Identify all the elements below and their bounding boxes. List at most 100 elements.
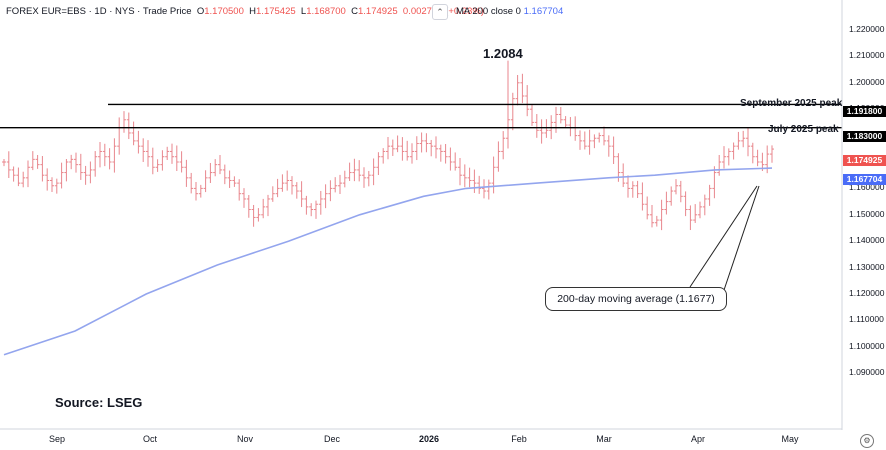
ohlc-bar [83,165,88,185]
ohlc-bar [645,196,650,220]
close-value: 1.174925 [358,6,398,17]
ohlc-bar [381,148,386,164]
ohlc-bar [602,126,606,146]
ohlc-bar [530,104,534,126]
ohlc-bar [232,176,237,187]
ma200-line [3,167,773,356]
ohlc-bar [674,179,678,195]
ohlc-bar [558,107,563,124]
ohlc-bar [683,191,688,217]
ohlc-bar [678,180,683,203]
ohlc-bar [285,170,290,191]
ohlc-bar [318,190,323,215]
ohlc-bar [266,194,270,217]
ohlc-bar [50,177,54,192]
ohlc-bar [520,73,525,104]
time-tick-label: Apr [690,434,706,444]
ohlc-bar [366,170,371,187]
ohlc-bar [525,85,530,117]
september-price-tag: 1.191800 [843,106,886,117]
ohlc-bar [35,155,40,169]
ohlc-bar [664,191,669,215]
price-tick-label: 1.160000 [849,182,885,193]
ohlc-bar [237,179,242,201]
ohlc-bar [770,145,774,163]
ohlc-bar [102,143,107,167]
ohlc-bar [654,215,659,227]
ohlc-bar [472,169,477,193]
ohlc-bar [635,180,640,199]
ohlc-bar [722,146,726,169]
settings-gear-icon[interactable]: ⚙ [860,434,874,448]
ohlc-bar [290,176,294,195]
time-tick-label: Feb [511,434,527,444]
ma-label: MA 200 close 0 [456,6,521,17]
ohlc-bar [242,188,246,208]
ohlc-bar [438,144,443,162]
ma-legend[interactable]: MA 200 close 0 1.167704 [456,6,563,17]
symbol-label: FOREX EUR=EBS · 1D · NYS · Trade Price [6,6,192,17]
ohlc-bar [693,204,698,223]
ohlc-bar [741,130,746,148]
ohlc-bar [496,141,501,172]
high-value: 1.175425 [256,6,296,17]
ohlc-bar [362,167,366,188]
ohlc-bar [342,170,347,188]
ohlc-bar [491,156,496,194]
time-tick-label: Sep [48,434,66,444]
ohlc-bar [386,137,390,160]
low-label: L [300,6,307,17]
low-value: 1.168700 [306,6,346,17]
ohlc-bar [626,175,630,198]
collapse-chevron-icon[interactable]: ⌃ [432,4,448,20]
ohlc-bar [731,142,736,160]
ohlc-bar [11,166,16,182]
ohlc-bar [6,151,11,179]
ohlc-bar [174,145,179,171]
ohlc-bar [246,195,251,218]
ohlc-bar [203,170,208,193]
ohlc-bar [597,132,602,143]
price-tick-label: 1.090000 [849,367,885,378]
ohlc-bar [357,160,362,182]
ohlc-bar [160,150,165,171]
ohlc-bar [736,131,741,150]
price-tick-label: 1.110000 [849,314,884,325]
high-label: H [249,6,257,17]
ohlc-bar [640,182,645,211]
ohlc-bar [621,163,626,188]
price-tick-label: 1.200000 [849,76,885,87]
ohlc-bar [64,159,69,182]
ohlc-bar [54,178,59,194]
ohlc-bar [352,158,357,182]
time-tick-label: Nov [236,434,254,444]
ohlc-bar [659,199,664,231]
ohlc-bar [419,132,424,153]
ohlc-bar [650,204,654,228]
ohlc-bar [299,181,304,208]
time-tick-label: Dec [323,434,341,444]
ohlc-bar [165,146,170,161]
ohlc-bar [669,186,674,206]
ohlc-bar [539,119,544,144]
ohlc-bar [21,171,26,188]
july-peak-label: July 2025 peak [768,124,839,135]
ohlc-bar [213,159,218,177]
ohlc-bar [275,178,280,198]
ohlc-bar [2,159,6,167]
ohlc-bar [256,208,261,222]
ohlc-bar [486,179,491,200]
price-tick-label: 1.130000 [849,261,885,272]
ohlc-bar [698,201,702,219]
ohlc-bar [122,111,126,133]
ohlc-bar [688,205,693,231]
price-tick-label: 1.100000 [849,340,885,351]
ohlc-bar [755,149,760,167]
ohlc-bar [328,180,333,202]
ohlc-bar [606,135,611,157]
source-label: Source: LSEG [55,395,143,410]
ohlc-bar [582,131,587,150]
ohlc-bar [194,182,198,201]
peak-value-label: 1.2084 [483,46,523,61]
